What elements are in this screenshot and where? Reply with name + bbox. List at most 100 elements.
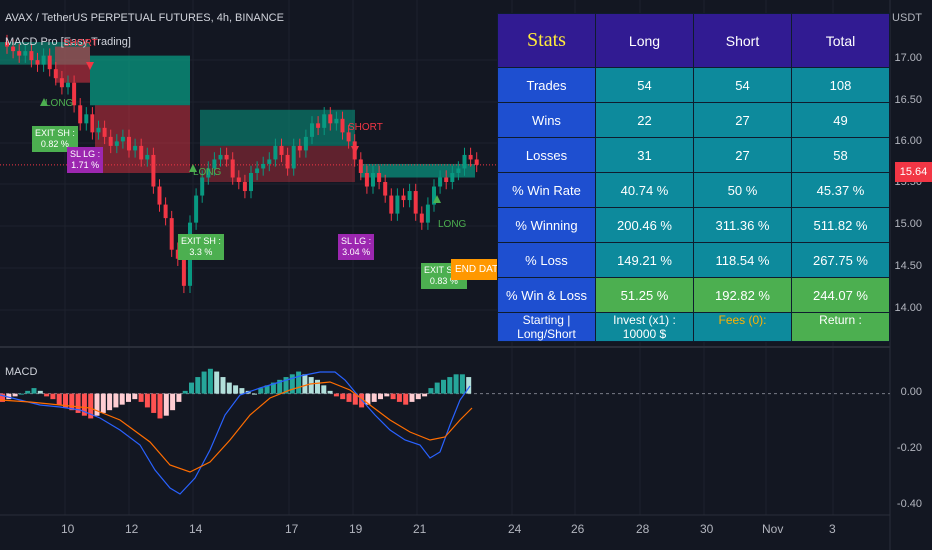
long-signal: LONG [193, 167, 222, 178]
long-arrow-icon [189, 164, 197, 172]
histogram-bar [365, 393, 371, 405]
histogram-bar [315, 379, 320, 394]
stats-row: % Win & Loss 51.25 % 192.82 % 244.07 % [497, 277, 890, 313]
histogram-bar [63, 393, 68, 408]
candle [456, 168, 461, 173]
candle [236, 177, 241, 183]
histogram-bar [396, 393, 402, 402]
candle [23, 51, 28, 56]
candle [432, 186, 436, 205]
histogram-bar [327, 390, 333, 394]
indicator-title[interactable]: MACD Pro [Easy Trading] [5, 36, 131, 48]
candle [261, 163, 266, 169]
histogram-bar [283, 377, 289, 394]
macd-tick: -0.40 [896, 498, 922, 510]
candle [389, 195, 394, 214]
candle [297, 145, 302, 151]
candle [444, 177, 449, 183]
candle [96, 127, 101, 133]
histogram-bar [384, 393, 390, 397]
candle [206, 168, 211, 178]
candle [413, 191, 418, 214]
candle [249, 172, 253, 192]
candle [72, 82, 77, 106]
histogram-bar [415, 393, 421, 400]
stats-row: Wins 22 27 49 [497, 102, 890, 138]
candle [267, 159, 272, 164]
candle [59, 78, 64, 88]
time-tick: 3 [829, 522, 836, 536]
histogram-bar [233, 385, 239, 394]
short-arrow-icon [86, 62, 94, 70]
histogram-bar [378, 393, 383, 400]
candle [407, 191, 412, 201]
candle [66, 82, 70, 88]
histogram-bar [56, 393, 62, 405]
histogram-bar [333, 393, 339, 397]
histogram-bar [37, 390, 43, 394]
candle [377, 172, 382, 183]
histogram-bar [340, 393, 346, 400]
histogram-bar [447, 377, 453, 394]
candle [383, 182, 388, 196]
histogram-bar [126, 393, 131, 402]
candle [474, 159, 479, 165]
price-tick: 15.00 [894, 218, 922, 230]
long-signal: LONG [438, 219, 467, 230]
histogram-bar [346, 393, 352, 402]
histogram-bar [226, 382, 232, 394]
candle [47, 55, 52, 70]
histogram-bar [25, 390, 31, 394]
candle [450, 172, 455, 183]
short-signal: SHORT [348, 122, 383, 133]
histogram-bar [409, 393, 415, 402]
candle [29, 51, 34, 61]
candle [5, 42, 9, 47]
histogram-bar [50, 393, 56, 400]
histogram-bar [321, 385, 327, 394]
histogram-bar [182, 390, 188, 394]
histogram-bar [144, 393, 150, 408]
time-tick: 24 [508, 522, 522, 536]
candle [242, 182, 247, 192]
stats-row: % Loss 149.21 % 118.54 % 267.75 % [497, 242, 890, 278]
histogram-bar [207, 368, 213, 394]
histogram-bar [214, 371, 220, 394]
histogram-bar [390, 393, 396, 400]
candle [322, 114, 327, 128]
candle [90, 114, 95, 133]
histogram-bar [113, 393, 119, 408]
candle [139, 145, 144, 160]
candle [328, 114, 333, 124]
macd-title[interactable]: MACD [5, 366, 38, 378]
candle [163, 204, 168, 219]
stats-panel: Stats Long Short Total Trades 54 54 108 Win… [497, 13, 890, 348]
candle [102, 127, 107, 137]
candle [395, 195, 400, 214]
histogram-bar [371, 393, 377, 402]
candle [303, 136, 308, 151]
histogram-bar [6, 393, 12, 400]
candle [181, 258, 186, 286]
short-arrow-icon [351, 146, 359, 154]
candle [108, 136, 113, 146]
time-tick: 12 [125, 522, 139, 536]
stats-row: Trades 54 54 108 [497, 67, 890, 103]
macd-tick: -0.20 [896, 442, 922, 454]
histogram-bar [220, 377, 226, 394]
stop-loss-long-label: SL LG :1.71 % [67, 147, 104, 173]
histogram-bar [119, 393, 125, 405]
stats-row: % Win Rate 40.74 % 50 % 45.37 % [497, 172, 890, 208]
candle [114, 141, 119, 146]
short-signal: SHORT [63, 38, 98, 49]
last-price-badge: 15.64 [895, 162, 932, 182]
stats-footer-row: Starting | Long/Short Invest (x1) : 1000… [497, 312, 890, 342]
trade-box-loss [55, 46, 90, 83]
macd-line [0, 371, 471, 495]
histogram-bar [18, 393, 24, 395]
candle [273, 145, 278, 160]
col-header: Total [791, 13, 890, 68]
stop-loss-long-label: SL LG :3.04 % [338, 234, 375, 260]
time-tick: 30 [700, 522, 714, 536]
